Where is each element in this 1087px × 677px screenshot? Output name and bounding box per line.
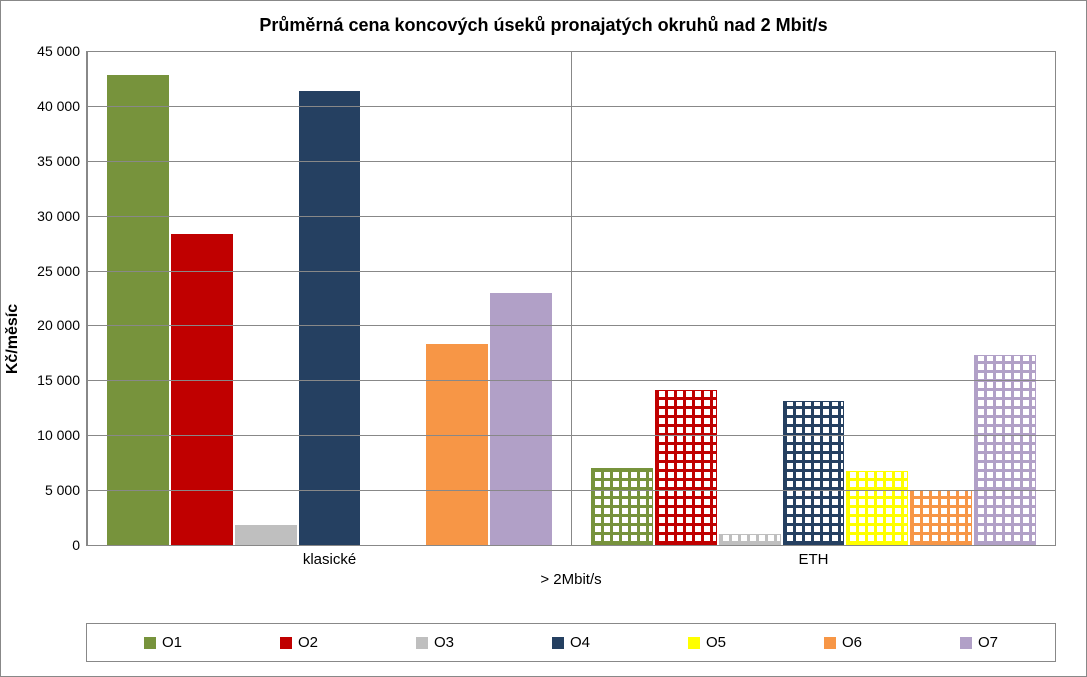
bar-O1 (107, 75, 169, 545)
gridline (88, 216, 1055, 217)
ytick-label: 40 000 (37, 98, 80, 114)
x-axis-label: > 2Mbit/s (86, 571, 1056, 588)
ytick-label: 45 000 (37, 43, 80, 59)
gridline (88, 545, 1055, 546)
legend-swatch (144, 637, 156, 649)
legend-label: O1 (162, 634, 182, 651)
ytick-label: 5 000 (45, 482, 80, 498)
bar-O7 (490, 293, 552, 545)
ytick-label: 25 000 (37, 263, 80, 279)
legend-item-O3: O3 (416, 634, 454, 651)
bar-O3 (235, 525, 297, 545)
bar-O7 (974, 355, 1036, 545)
legend-swatch (688, 637, 700, 649)
gridline (88, 106, 1055, 107)
legend-item-O6: O6 (824, 634, 862, 651)
legend-label: O5 (706, 634, 726, 651)
legend-label: O2 (298, 634, 318, 651)
group-label: ETH (572, 551, 1055, 568)
legend-label: O4 (570, 634, 590, 651)
bars-row: klasickéETH (88, 51, 1055, 545)
gridline (88, 51, 1055, 52)
bar-O2 (171, 234, 233, 545)
bar-O4 (783, 401, 845, 545)
ytick-label: 0 (72, 537, 80, 553)
legend-item-O1: O1 (144, 634, 182, 651)
legend-label: O3 (434, 634, 454, 651)
ytick-label: 15 000 (37, 372, 80, 388)
ytick-label: 35 000 (37, 153, 80, 169)
y-axis-label: Kč/měsíc (4, 303, 22, 373)
plot-area: klasickéETH 05 00010 00015 00020 00025 0… (86, 51, 1056, 546)
bar-group: klasické (88, 51, 572, 545)
bar-group-inner (88, 51, 571, 545)
legend-item-O4: O4 (552, 634, 590, 651)
legend-label: O6 (842, 634, 862, 651)
gridline (88, 435, 1055, 436)
bar-O2 (655, 390, 717, 545)
bar-O5 (846, 471, 908, 545)
gridline (88, 271, 1055, 272)
chart-container: Průměrná cena koncových úseků pronajatýc… (0, 0, 1087, 677)
ytick-label: 10 000 (37, 427, 80, 443)
group-label: klasické (88, 551, 571, 568)
bar-O3 (719, 534, 781, 545)
bar-O1 (591, 468, 653, 545)
chart-title: Průměrná cena koncových úseků pronajatýc… (1, 1, 1086, 36)
gridline (88, 325, 1055, 326)
gridline (88, 380, 1055, 381)
gridline (88, 161, 1055, 162)
gridline (88, 490, 1055, 491)
legend: O1 O2 O3 O4 O5 O6 O7 (86, 623, 1056, 662)
legend-swatch (960, 637, 972, 649)
legend-label: O7 (978, 634, 998, 651)
bar-O6 (910, 490, 972, 545)
legend-swatch (280, 637, 292, 649)
ytick-label: 20 000 (37, 317, 80, 333)
bar-group-inner (572, 51, 1055, 545)
bar-group: ETH (572, 51, 1055, 545)
legend-swatch (552, 637, 564, 649)
legend-item-O5: O5 (688, 634, 726, 651)
bar-O6 (426, 344, 488, 545)
legend-swatch (824, 637, 836, 649)
legend-item-O2: O2 (280, 634, 318, 651)
legend-item-O7: O7 (960, 634, 998, 651)
bar-O4 (299, 91, 361, 545)
ytick-label: 30 000 (37, 208, 80, 224)
legend-swatch (416, 637, 428, 649)
